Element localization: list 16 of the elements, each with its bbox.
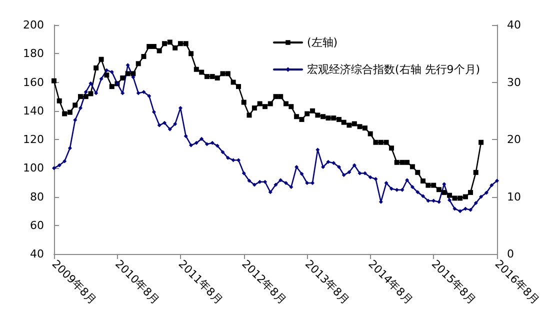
legend-label: (左轴) — [307, 36, 338, 49]
y2-tick-label: 0 — [507, 248, 514, 260]
y-tick-label: 60 — [30, 218, 44, 232]
y-tick-label: 180 — [23, 47, 44, 60]
y2-tick-label: 10 — [507, 190, 521, 204]
y-tick-label: 40 — [30, 248, 44, 260]
y-tick-label: 140 — [23, 104, 44, 118]
legend-label: 宏观经济综合指数(右轴 先行9个月) — [307, 63, 480, 76]
y-tick-label: 200 — [23, 18, 44, 32]
y-tick-label: 160 — [23, 76, 44, 89]
y-tick-label: 100 — [23, 162, 44, 175]
y-tick-label: 80 — [30, 190, 44, 204]
y2-tick-label: 40 — [507, 18, 521, 32]
y2-tick-label: 20 — [507, 133, 521, 146]
y-tick-label: 120 — [23, 133, 44, 146]
y2-tick-label: 30 — [507, 76, 521, 89]
